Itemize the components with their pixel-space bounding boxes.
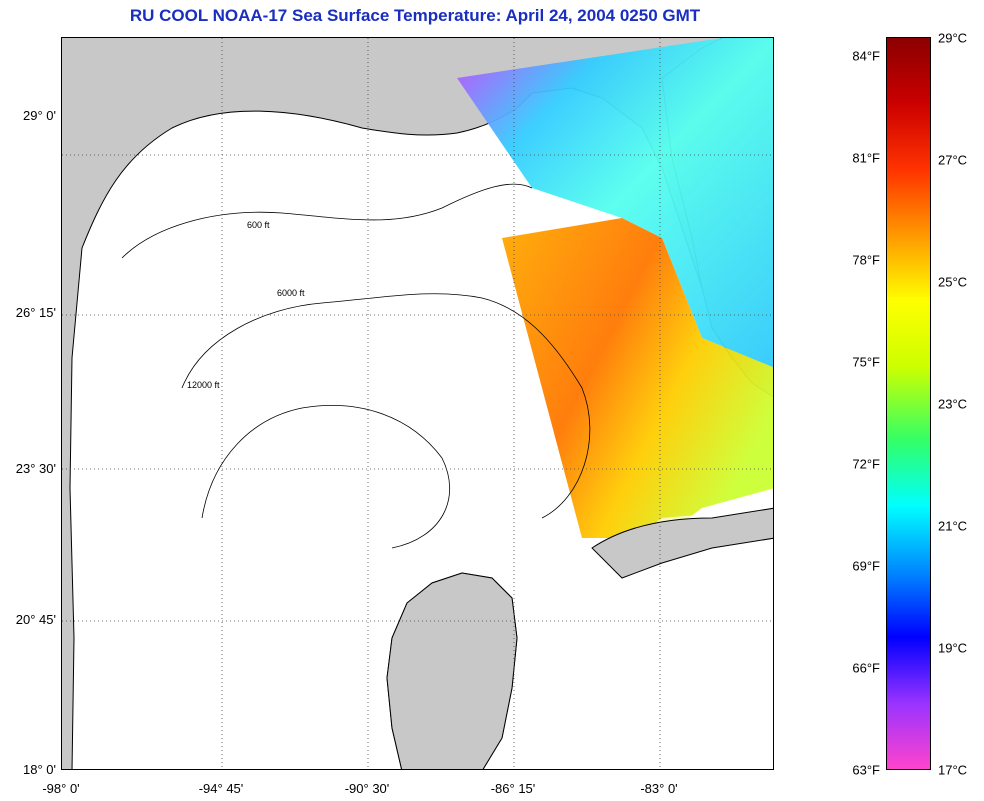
contour-label-600: 600 ft: [247, 220, 270, 230]
contour-label-12000: 12000 ft: [187, 380, 220, 390]
x-tick-94-45: -94° 45': [198, 781, 244, 796]
sst-swath-south: [502, 218, 773, 538]
colorbar-f-81: 81°F: [852, 150, 880, 166]
y-tick-18: 18° 0': [23, 762, 56, 777]
y-tick-26-15: 26° 15': [15, 305, 56, 320]
colorbar-f-69: 69°F: [852, 558, 880, 574]
x-tick-90-30: -90° 30': [344, 781, 390, 796]
map-title: RU COOL NOAA-17 Sea Surface Temperature:…: [129, 6, 701, 25]
colorbar-c-23: 23°C: [938, 396, 968, 412]
graticule: [62, 38, 773, 769]
colorbar-f-78: 78°F: [852, 252, 880, 268]
colorbar-c-21: 21°C: [938, 518, 968, 534]
contour-6000ft: [181, 293, 591, 519]
y-tick-23-30: 23° 30': [15, 461, 56, 476]
colorbar-f-84: 84°F: [852, 48, 880, 64]
cuba-land: [591, 507, 773, 579]
colorbar-c-29: 29°C: [938, 30, 968, 46]
temperature-colorbar: [886, 37, 931, 770]
colorbar-c-19: 19°C: [938, 640, 968, 656]
x-tick-86-15: -86° 15': [490, 781, 536, 796]
colorbar-c-17: 17°C: [938, 762, 968, 778]
yucatan-land: [386, 572, 518, 769]
x-tick-98: -98° 0': [42, 781, 80, 796]
contour-600ft: [121, 183, 533, 259]
sst-swath-cuba: [592, 508, 773, 769]
colorbar-f-63: 63°F: [852, 762, 880, 778]
colorbar-c-27: 27°C: [938, 152, 968, 168]
map-canvas: 600 ft 6000 ft 12000 ft: [62, 38, 773, 769]
contour-12000ft: [201, 405, 451, 549]
y-tick-20-45: 20° 45': [15, 612, 56, 627]
contour-label-6000: 6000 ft: [277, 288, 305, 298]
colorbar-f-72: 72°F: [852, 456, 880, 472]
colorbar-f-66: 66°F: [852, 660, 880, 676]
colorbar-f-75: 75°F: [852, 354, 880, 370]
sst-swath-north: [457, 38, 773, 368]
sst-map: 600 ft 6000 ft 12000 ft: [61, 37, 774, 770]
x-tick-83: -83° 0': [640, 781, 678, 796]
colorbar-c-25: 25°C: [938, 274, 968, 290]
y-tick-29: 29° 0': [23, 108, 56, 123]
